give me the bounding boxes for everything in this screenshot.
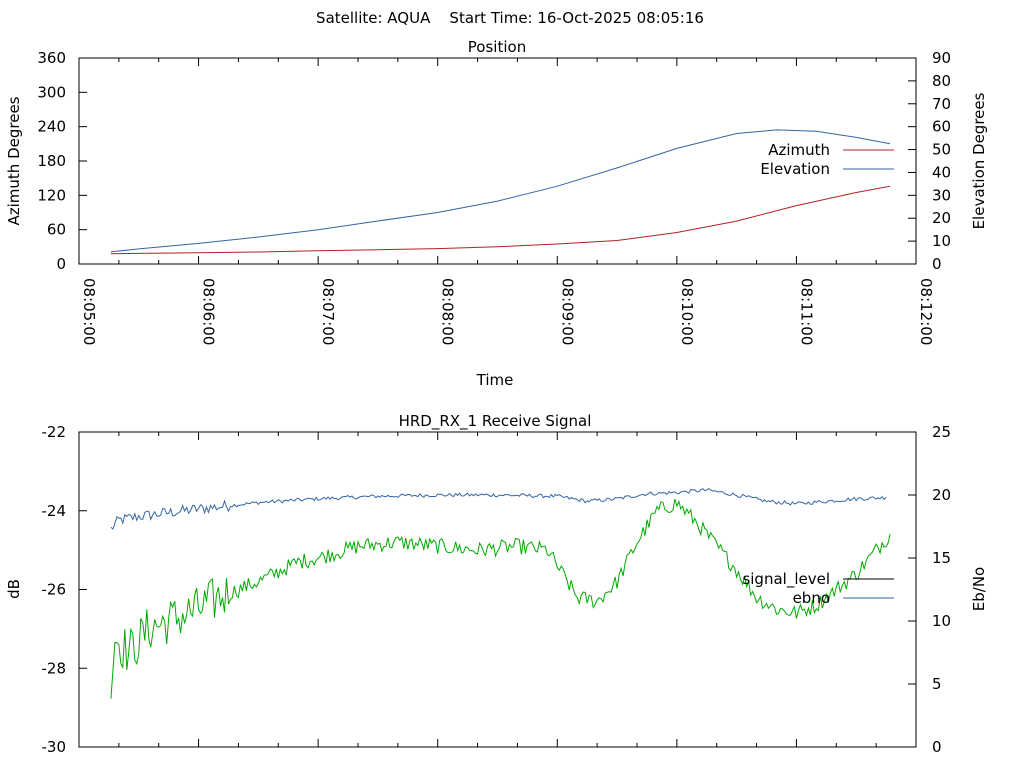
x-tick-label: 08:05:00	[80, 278, 98, 345]
y2-tick-label: 10	[932, 612, 951, 630]
y2-tick-label: 0	[932, 738, 942, 756]
position-title: Position	[468, 38, 526, 56]
x-tick-label: 08:10:00	[678, 278, 696, 345]
y2-tick-label: 30	[932, 186, 951, 204]
y-tick-label: 120	[37, 186, 66, 204]
y2-tick-label: 90	[932, 49, 951, 67]
y-tick-label: -30	[42, 738, 67, 756]
position-x-label: Time	[476, 371, 514, 389]
y2-tick-label: 5	[932, 675, 942, 693]
signal-title: HRD_RX_1 Receive Signal	[399, 412, 592, 431]
position-y2-label: Elevation Degrees	[970, 92, 988, 229]
y2-tick-label: 20	[932, 209, 951, 227]
y2-tick-label: 10	[932, 232, 951, 250]
series-line-trace-2	[110, 498, 891, 699]
y2-tick-label: 25	[932, 423, 951, 441]
position-x-axis: 08:05:00 08:06:00 08:07:00 08:08:00 08:09:00…	[78, 58, 935, 345]
x-tick-label: 08:11:00	[797, 278, 815, 345]
signal-y-axis: -30 -28 -26 -24 -22	[42, 423, 87, 756]
y2-tick-label: 50	[932, 141, 951, 159]
x-tick-label: 08:12:00	[917, 278, 935, 345]
signal-y2-axis: 0 5 10 15 20 25	[908, 423, 951, 756]
y-tick-label: -26	[42, 581, 67, 599]
y-tick-label: 60	[47, 221, 66, 239]
signal-panel: HRD_RX_1 Receive Signal -30-28-26-24-22 …	[5, 412, 988, 756]
y2-tick-label: 20	[932, 486, 951, 504]
y-tick-label: -28	[42, 659, 67, 677]
x-tick-label: 08:07:00	[319, 278, 337, 345]
legend-label: Azimuth	[768, 141, 830, 159]
y-tick-label: 240	[37, 118, 66, 136]
position-panel: Position 0 60 120 180 240 300 360 0 10 20 30 40 50 6…	[5, 38, 988, 389]
y2-tick-label: 80	[932, 72, 951, 90]
y-tick-label: 0	[56, 255, 66, 273]
series-line-Elevation	[110, 129, 891, 253]
y-tick-label: 360	[37, 49, 66, 67]
y-tick-label: 180	[37, 152, 66, 170]
x-tick-label: 08:06:00	[200, 278, 218, 345]
legend-label: signal_level	[742, 570, 830, 589]
y2-tick-label: 0	[932, 255, 942, 273]
legend-label: Elevation	[760, 160, 830, 178]
x-tick-label: 08:08:00	[439, 278, 457, 345]
y2-tick-label: 40	[932, 163, 951, 181]
position-y-label: Azimuth Degrees	[5, 96, 23, 225]
signal-y-label: dB	[5, 579, 23, 599]
series-line-Azimuth	[110, 185, 891, 255]
y-tick-label: -24	[42, 502, 67, 520]
signal-plot-frame	[78, 431, 917, 748]
legend-label: ebno	[793, 589, 830, 607]
y2-tick-label: 15	[932, 549, 951, 567]
y-tick-label: 300	[37, 83, 66, 101]
y2-tick-label: 70	[932, 95, 951, 113]
series-line-ebno	[110, 487, 887, 530]
header-title: Satellite: AQUA Start Time: 16-Oct-2025 …	[316, 9, 704, 27]
y2-tick-label: 60	[932, 118, 951, 136]
x-tick-label: 08:09:00	[558, 278, 576, 345]
position-y-axis: 0 60 120 180 240 300 360	[37, 49, 87, 273]
signal-y2-label: Eb/No	[970, 567, 988, 611]
y-tick-label: -22	[42, 423, 67, 441]
position-series	[110, 129, 891, 255]
signal-series	[110, 487, 891, 699]
position-y2-axis: 0 10 20 30 40 50 60 70 80 90	[908, 49, 951, 273]
signal-x-axis	[78, 432, 917, 747]
